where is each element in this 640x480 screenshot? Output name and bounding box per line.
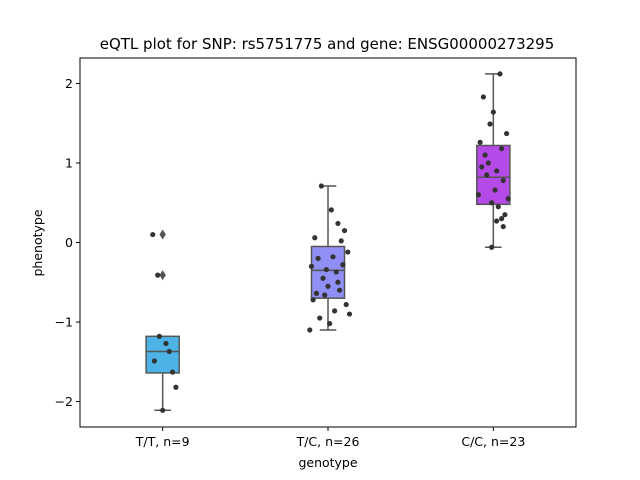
data-point <box>490 109 496 115</box>
data-point <box>317 315 323 321</box>
data-point <box>340 262 346 268</box>
data-point <box>492 187 498 193</box>
data-point <box>156 333 162 339</box>
x-tick-label: T/C, n=26 <box>296 434 360 449</box>
data-point <box>327 321 333 327</box>
x-tick-label: T/T, n=9 <box>135 434 190 449</box>
data-point <box>310 297 316 303</box>
x-axis-label: genotype <box>298 455 357 470</box>
data-point <box>330 254 336 260</box>
data-point <box>338 238 344 244</box>
data-point <box>318 183 324 189</box>
chart-title: eQTL plot for SNP: rs5751775 and gene: E… <box>100 35 555 53</box>
data-point <box>323 266 329 273</box>
data-point <box>155 272 161 278</box>
box-iqr <box>145 335 180 374</box>
data-point <box>489 200 495 206</box>
plot-area: −2 −1 0 1 2 T/T, n=9 T/C, n=26 C/C, n=23 <box>55 71 525 449</box>
data-point <box>479 164 485 170</box>
data-point <box>150 231 156 238</box>
data-point <box>151 358 157 364</box>
data-point <box>346 311 353 317</box>
data-point <box>495 204 501 210</box>
data-point <box>320 275 326 281</box>
data-point <box>160 407 166 413</box>
x-tick-label: C/C, n=23 <box>461 434 525 449</box>
data-point <box>312 235 318 241</box>
data-point <box>500 223 506 230</box>
data-point <box>313 290 320 296</box>
data-point <box>322 292 328 298</box>
data-point <box>335 279 341 285</box>
plot-frame <box>79 57 577 428</box>
data-point <box>484 172 490 178</box>
data-point <box>487 121 493 127</box>
data-point <box>173 384 179 390</box>
data-point <box>477 139 483 145</box>
y-tick-label: −1 <box>55 315 73 330</box>
data-point <box>485 160 491 166</box>
data-point <box>494 218 500 224</box>
data-point <box>499 216 505 222</box>
data-point <box>343 301 349 308</box>
data-point <box>169 369 176 375</box>
data-point <box>489 244 495 250</box>
data-point <box>307 327 313 333</box>
data-point <box>494 168 500 174</box>
y-tick-label: 0 <box>65 235 73 250</box>
data-point <box>341 227 348 234</box>
data-point <box>328 207 334 213</box>
data-point <box>166 348 172 355</box>
data-point <box>308 263 315 269</box>
data-point <box>497 71 503 77</box>
y-tick-label: 1 <box>65 155 73 170</box>
y-tick-label: −2 <box>55 394 73 409</box>
data-point <box>335 220 341 227</box>
outlier-marker <box>159 229 166 240</box>
data-point <box>505 196 511 202</box>
data-point <box>333 269 339 275</box>
y-axis-label: phenotype <box>30 209 45 276</box>
data-point <box>500 177 506 184</box>
data-point <box>315 255 321 262</box>
data-point <box>336 287 343 293</box>
outlier-marker <box>159 270 166 281</box>
data-point <box>332 308 338 314</box>
box-iqr <box>476 144 511 206</box>
data-point <box>475 192 482 198</box>
data-point <box>163 340 169 347</box>
y-tick-label: 2 <box>65 76 73 91</box>
data-point <box>345 249 351 255</box>
data-point <box>480 94 487 100</box>
data-point <box>325 283 331 289</box>
data-point <box>503 130 510 137</box>
data-point <box>499 146 505 152</box>
data-point <box>502 212 508 218</box>
data-point <box>482 152 488 158</box>
